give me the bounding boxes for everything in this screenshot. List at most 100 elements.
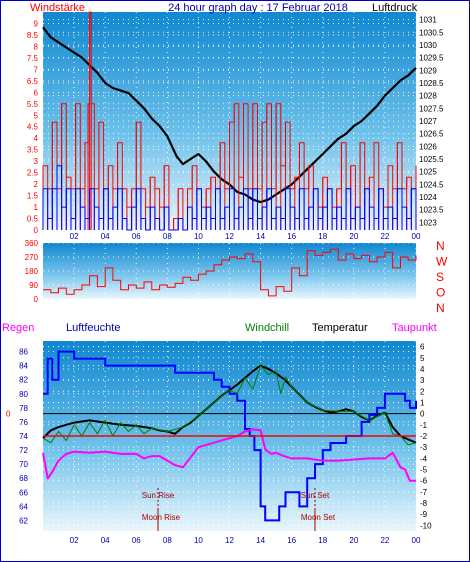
pressure-tick-label: 1030.5 [419, 28, 444, 37]
humidity-tick-label: 80 [19, 390, 28, 399]
rain-label: Regen [2, 322, 34, 334]
pressure-tick-label: 1023.5 [419, 206, 444, 215]
temperature-tick-label: -7 [420, 488, 428, 497]
wind-tick-label: 1 [34, 203, 39, 212]
direction-tick-label: 90 [29, 281, 38, 290]
temperature-tick-label: 3 [420, 376, 425, 385]
pressure-tick-label: 1030 [419, 41, 437, 50]
wind-tick-label: 9 [34, 19, 39, 28]
wind-tick-label: 0 [34, 226, 39, 235]
pressure-tick-label: 1028 [419, 92, 437, 101]
time-tick-label: 22 [380, 536, 389, 545]
humidity-tick-label: 68 [19, 474, 28, 483]
temperature-label: Temperatur [312, 322, 368, 334]
dewpoint-label: Taupunkt [392, 322, 437, 334]
direction-tick-label: 360 [25, 239, 39, 248]
wind-tick-label: 7 [34, 65, 39, 74]
pressure-tick-label: 1029 [419, 66, 437, 75]
humidity-tick-label: 86 [19, 348, 28, 357]
temperature-tick-label: -3 [420, 443, 428, 452]
compass-label: O [436, 286, 445, 300]
humidity-tick-label: 76 [19, 418, 28, 427]
temperature-tick-label: -6 [420, 477, 428, 486]
time-tick-label: 14 [256, 536, 265, 545]
wind-tick-label: 3 [34, 157, 39, 166]
temperature-tick-label: -2 [420, 432, 428, 441]
time-tick-label: 10 [194, 232, 203, 241]
windchill-label: Windchill [245, 322, 289, 334]
wind-tick-label: 3.5 [27, 146, 39, 155]
humidity-tick-label: 84 [19, 362, 28, 371]
humidity-tick-label: 66 [19, 488, 28, 497]
temperature-series [42, 364, 417, 444]
wind-tick-label: 7.5 [27, 54, 39, 63]
temperature-tick-label: -9 [420, 510, 428, 519]
pressure-tick-label: 1027 [419, 117, 437, 126]
humidity-tick-label: 62 [19, 516, 28, 525]
temperature-tick-label: 0 [420, 410, 425, 419]
time-tick-label: 00 [412, 536, 421, 545]
temperature-tick-label: 1 [420, 398, 425, 407]
pressure-tick-label: 1025 [419, 168, 437, 177]
time-tick-label: 14 [256, 232, 265, 241]
time-tick-label: 20 [349, 232, 358, 241]
wind-axis-title: Windstärke [30, 2, 85, 14]
temperature-tick-label: -10 [420, 521, 432, 530]
time-tick-label: 12 [225, 536, 234, 545]
time-tick-label: 08 [163, 232, 172, 241]
time-tick-label: 02 [70, 536, 79, 545]
time-tick-label: 04 [101, 232, 110, 241]
pressure-tick-label: 1028.5 [419, 79, 444, 88]
pressure-tick-label: 1026.5 [419, 130, 444, 139]
temperature-tick-label: 4 [420, 365, 425, 374]
time-tick-label: 08 [163, 536, 172, 545]
wind-tick-label: 1.5 [27, 192, 39, 201]
pressure-tick-label: 1024.5 [419, 180, 444, 189]
humidity-tick-label: 64 [19, 502, 28, 511]
compass-label: S [436, 270, 444, 284]
pressure-axis-title: Luftdruck [372, 2, 418, 14]
wind-tick-label: 6 [34, 88, 39, 97]
annotation-label: Sun Set [301, 491, 330, 500]
chart-title: 24 hour graph day : 17 Februar 2018 [168, 2, 348, 14]
time-tick-label: 22 [380, 232, 389, 241]
wind-tick-label: 4 [34, 134, 39, 143]
temperature-tick-label: -4 [420, 454, 428, 463]
time-tick-label: 18 [318, 536, 327, 545]
chart-marks: 00.511.522.533.544.555.566.577.588.59102… [6, 11, 448, 545]
annotation-label: Moon Set [301, 513, 336, 522]
wind-direction-series [43, 248, 417, 297]
windchill-series [42, 365, 417, 446]
wind-tick-label: 0.5 [27, 215, 39, 224]
temperature-tick-label: 2 [420, 387, 425, 396]
temperature-tick-label: -8 [420, 499, 428, 508]
compass-label: N [436, 239, 445, 253]
compass-label: N [436, 301, 445, 315]
annotation-label: Sun Rise [142, 491, 175, 500]
time-tick-label: 06 [132, 536, 141, 545]
compass-label: W [436, 255, 448, 269]
time-tick-label: 02 [70, 232, 79, 241]
wind-tick-label: 8 [34, 42, 39, 51]
time-tick-label: 18 [318, 232, 327, 241]
humidity-label: Luftfeuchte [66, 322, 120, 334]
time-tick-label: 12 [225, 232, 234, 241]
temperature-tick-label: -5 [420, 466, 428, 475]
time-tick-label: 10 [194, 536, 203, 545]
direction-tick-label: 180 [25, 267, 39, 276]
wind-tick-label: 4.5 [27, 123, 39, 132]
temperature-tick-label: 5 [420, 354, 425, 363]
time-tick-label: 20 [349, 536, 358, 545]
wind-tick-label: 5.5 [27, 100, 39, 109]
pressure-tick-label: 1024 [419, 193, 437, 202]
pressure-tick-label: 1031 [419, 16, 437, 25]
time-tick-label: 06 [132, 232, 141, 241]
wind-tick-label: 2 [34, 180, 39, 189]
rain-tick-label: 0 [6, 410, 11, 419]
wind-tick-label: 2.5 [27, 169, 39, 178]
time-tick-label: 00 [412, 232, 421, 241]
humidity-tick-label: 70 [19, 460, 28, 469]
humidity-tick-label: 78 [19, 404, 28, 413]
wind-tick-label: 6.5 [27, 77, 39, 86]
